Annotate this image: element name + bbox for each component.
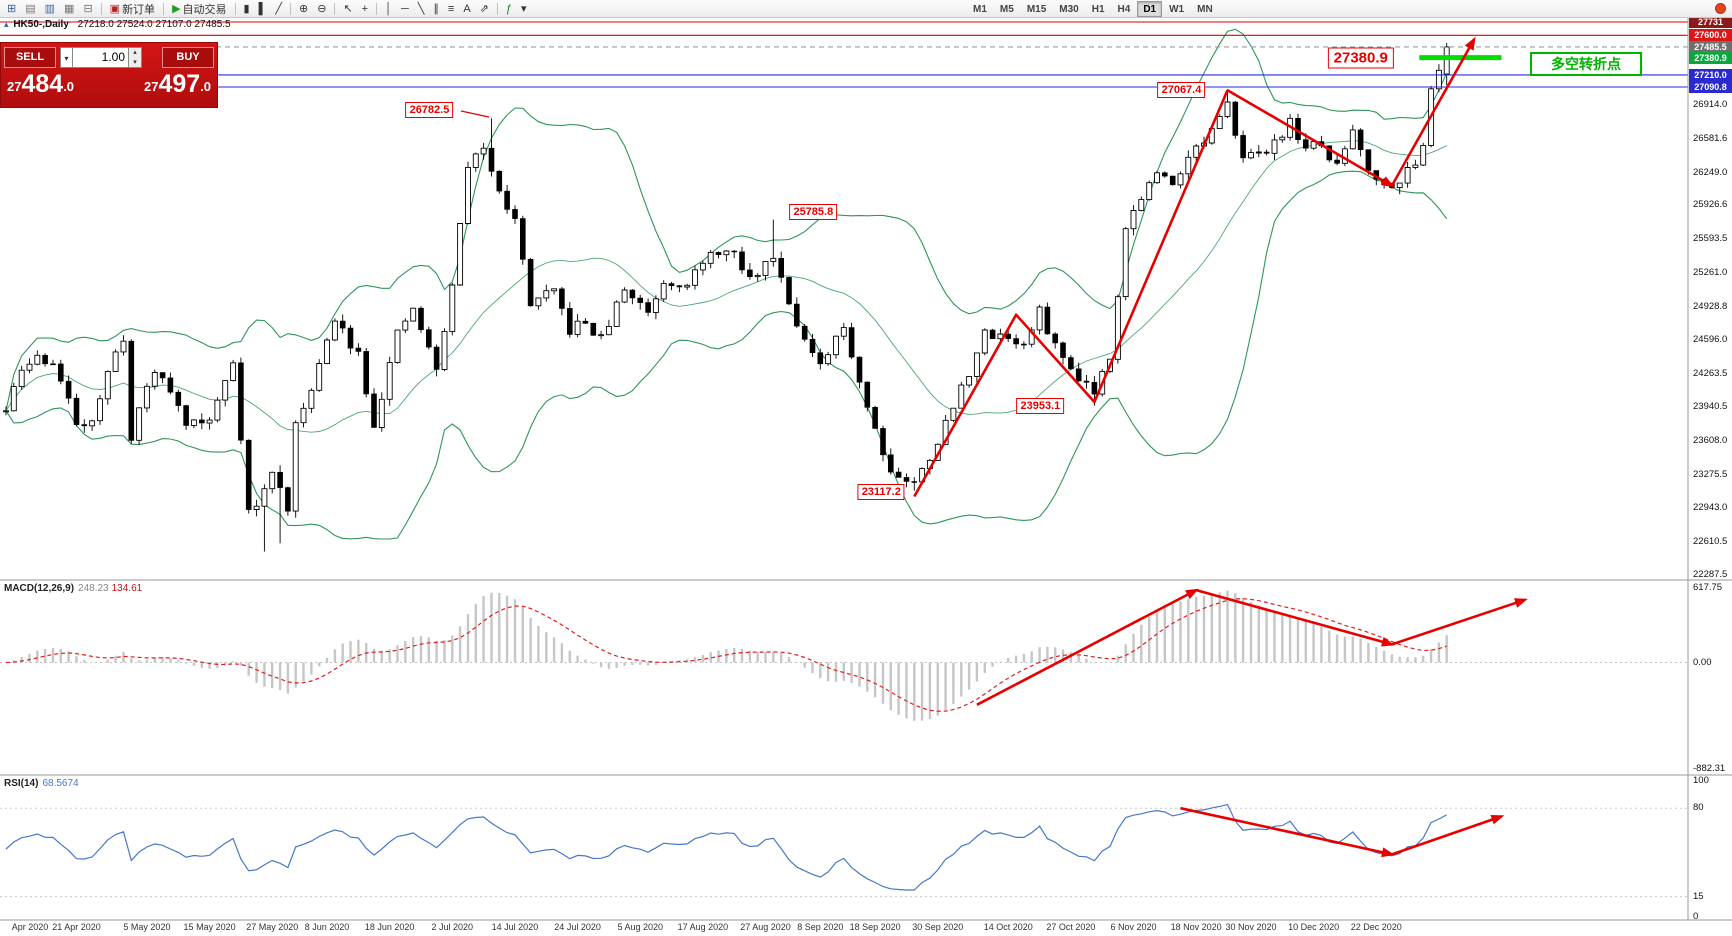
rsi-indicator-label: RSI(14) 68.5674 [4,778,79,789]
market-watch-icon[interactable]: ▥ [41,1,59,17]
arrow-tool-icon[interactable]: ⇗ [476,1,493,17]
trade-panel-prices: 27 484.0 27 497.0 [1,69,217,98]
trend-arrow [1195,588,1395,647]
trend-arrow [1180,806,1395,858]
macd-indicator-label: MACD(12,26,9) 248.23 134.61 [4,583,143,594]
bollinger-upper [5,28,1448,411]
volume-down-icon[interactable]: ▾ [133,58,137,66]
bear-candles [42,101,1395,512]
text-label-icon[interactable]: A [459,1,474,17]
timeframe-MN[interactable]: MN [1191,1,1219,17]
volume-dropdown[interactable]: ▾ [60,46,73,68]
trade-panel-controls: SELL ▾ ▴▾ BUY [4,45,214,69]
new-chart-icon[interactable]: ⊞ [3,1,20,17]
timeframe-H1[interactable]: H1 [1086,1,1111,17]
note-box: 多空转折点 [1530,52,1642,76]
new-order-icon[interactable]: ▣ 新订单 [106,1,159,17]
volume-stepper[interactable]: ▴ ▾ [129,46,142,68]
toolbar-separator [290,2,292,15]
timeframe-M1[interactable]: M1 [967,1,993,17]
toolbar-separator [496,2,498,15]
timeframe-M30[interactable]: M30 [1053,1,1084,17]
chart-ohlc-info: ▴ HK50-,Daily 27218.0 27524.0 27107.0 27… [4,19,231,30]
bollinger-middle [5,140,1447,433]
profiles-icon[interactable]: ▤ [21,1,39,17]
toolbar-separator [163,2,165,15]
navigator-icon[interactable]: ⊟ [79,1,96,17]
toolbar-separator [234,2,236,15]
annotation-connector [460,110,490,118]
volume-up-icon[interactable]: ▴ [133,48,137,56]
ask-price: 27 497.0 [143,70,211,98]
vertical-line-icon[interactable]: │ [381,1,396,17]
timeframe-H4[interactable]: H4 [1112,1,1137,17]
trend-arrow [1390,36,1476,187]
bollinger-lower [5,170,1448,540]
trendline-icon[interactable]: ╲ [414,1,429,17]
timeframe-W1[interactable]: W1 [1163,1,1190,17]
toolbar-separator [334,2,336,15]
macd-histogram [12,590,1448,721]
rsi-line [5,803,1447,891]
zoom-in-icon[interactable]: ⊕ [295,1,312,17]
toolbar: ⊞ ▤ ▥ ▦ ⊟ ▣ 新订单 ▶ 自动交易 ▮ ▌ ╱ ⊕ ⊖ ↖ + │ ─ ╲ ∥ ≡ A ⇗ ƒ ▾ M1 M5 M15 M3… [0,0,1732,18]
candlestick-chart-icon[interactable]: ▮ [240,1,254,17]
timeframe-M5[interactable]: M5 [994,1,1020,17]
timeframe-bar: M1 M5 M15 M30 H1 H4 D1 W1 MN [967,0,1219,18]
trend-arrow [913,89,1229,498]
indicators-icon[interactable]: ƒ [502,1,516,17]
cursor-icon[interactable]: ↖ [339,1,356,17]
toolbar-separator [100,2,102,15]
zoom-out-icon[interactable]: ⊖ [313,1,330,17]
record-icon[interactable] [1715,3,1726,14]
horizontal-line-icon[interactable]: ─ [397,1,413,17]
macd-signal-line [5,598,1447,712]
chart-symbol-period: HK50-,Daily [13,19,69,30]
trend-arrow [1226,89,1395,188]
bar-chart-icon[interactable]: ▌ [255,1,271,17]
bid-price: 27 484.0 [7,70,75,98]
sell-button[interactable]: SELL [4,46,56,68]
autotrade-icon[interactable]: ▶ 自动交易 [168,1,230,17]
trend-arrow [1391,814,1505,856]
templates-icon[interactable]: ▾ [517,1,531,17]
data-window-icon[interactable]: ▦ [60,1,78,17]
toolbar-icons: ⊞ ▤ ▥ ▦ ⊟ ▣ 新订单 ▶ 自动交易 ▮ ▌ ╱ ⊕ ⊖ ↖ + │ ─ ╲ ∥ ≡ A ⇗ ƒ ▾ [0,0,531,18]
timeframe-D1[interactable]: D1 [1137,1,1163,17]
fibonacci-icon[interactable]: ≡ [444,1,458,17]
toolbar-separator [376,2,378,15]
chart-ohlc-values: 27218.0 27524.0 27107.0 27485.5 [77,19,231,30]
candle-wicks [5,43,1448,552]
buy-button[interactable]: BUY [162,46,214,68]
channel-icon[interactable]: ∥ [429,1,443,17]
volume-input[interactable] [73,46,129,68]
trend-arrow [1391,598,1528,646]
crosshair-icon[interactable]: + [358,1,372,17]
line-chart-icon[interactable]: ╱ [271,1,286,17]
bull-candles [3,46,1450,512]
timeframe-M15[interactable]: M15 [1021,1,1052,17]
chart-symbol-icon: ▴ [4,19,9,29]
trend-arrow [976,588,1199,706]
